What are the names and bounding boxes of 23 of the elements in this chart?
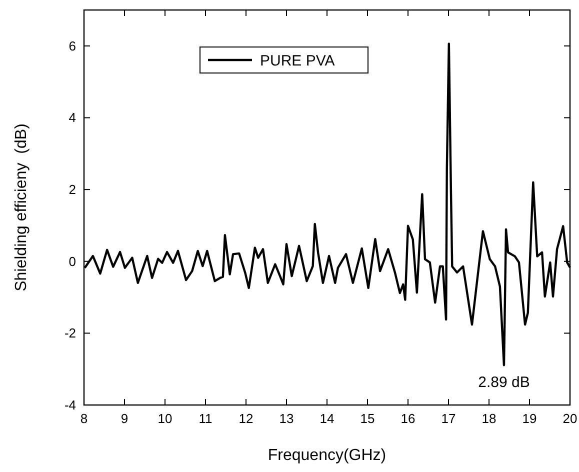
y-tick-label: -4 xyxy=(64,398,76,412)
x-tick-label: 11 xyxy=(198,411,212,426)
x-tick-label: 10 xyxy=(158,411,172,426)
x-tick-label: 19 xyxy=(522,411,537,426)
y-tick-label: -2 xyxy=(64,326,76,341)
x-tick-label: 18 xyxy=(482,411,496,426)
x-tick-label: 9 xyxy=(120,411,128,426)
x-tick-label: 16 xyxy=(400,411,416,426)
x-tick-label: 15 xyxy=(360,411,375,426)
legend-label: PURE PVA xyxy=(260,52,335,70)
y-tick-label: 0 xyxy=(68,254,76,269)
y-tick-label: 2 xyxy=(68,182,76,198)
y-tick-label: 6 xyxy=(68,38,76,54)
annotation: 2.89 dB xyxy=(478,374,530,392)
x-tick-label: 17 xyxy=(441,411,456,426)
x-tick-label: 14 xyxy=(320,411,334,426)
y-axis-title: Shielding efficieny (dB) xyxy=(13,124,30,292)
x-tick-label: 13 xyxy=(279,411,294,426)
x-tick-label: 8 xyxy=(80,411,88,426)
x-axis-title: Frequency(GHz) xyxy=(268,447,386,464)
x-tick-label: 20 xyxy=(562,411,578,426)
x-tick-label: 12 xyxy=(238,411,254,426)
y-tick-label: 4 xyxy=(68,110,76,126)
